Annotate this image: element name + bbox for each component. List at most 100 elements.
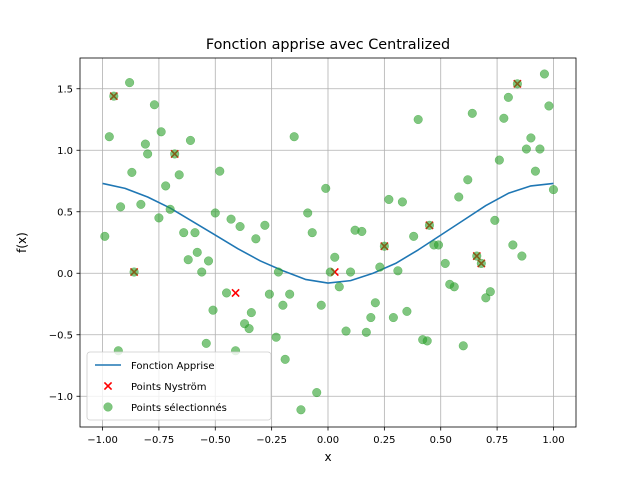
selected-point: [190, 228, 200, 238]
selected-point: [330, 252, 340, 262]
selected-point: [251, 234, 261, 244]
y-tick-label: 0.5: [57, 207, 73, 218]
selected-point: [109, 91, 119, 101]
x-tick-label: 0.00: [317, 435, 339, 446]
selected-point: [481, 293, 491, 303]
selected-point: [278, 300, 288, 310]
x-tick-label: −0.25: [256, 435, 287, 446]
selected-point: [174, 170, 184, 180]
y-axis: −1.0 −0.5 0.0 0.5 1.0 1.5: [49, 84, 80, 403]
selected-point: [472, 251, 482, 261]
y-tick-label: −1.0: [49, 392, 73, 403]
selected-point: [334, 282, 344, 292]
marker-stroke: [103, 381, 113, 391]
marker-stroke: [231, 288, 240, 298]
selected-point: [388, 312, 398, 323]
selected-point: [379, 241, 389, 251]
x-axis: −1.00 −0.75 −0.50 −0.25 0.00 0.25 0.50 0.75 1.00: [87, 427, 565, 446]
selected-point: [273, 267, 283, 277]
selected-point: [548, 185, 559, 195]
selected-point: [285, 289, 295, 299]
selected-point: [526, 133, 536, 143]
selected-point: [375, 262, 385, 272]
y-tick-label: −0.5: [49, 330, 73, 341]
legend-label: Points Nyström: [131, 382, 207, 393]
selected-point: [149, 100, 159, 110]
selected-point: [402, 306, 412, 316]
selected-point: [183, 255, 193, 265]
selected-point: [409, 231, 419, 241]
selected-point: [490, 215, 500, 225]
x-tick-label: −0.75: [144, 435, 175, 446]
chart-title: Fonction apprise avec Centralized: [206, 37, 450, 53]
selected-point: [366, 312, 376, 323]
selected-point: [125, 78, 135, 88]
selected-point: [370, 298, 380, 308]
selected-point: [485, 287, 495, 297]
selected-point: [454, 192, 464, 202]
selected-point: [179, 228, 189, 238]
selected-point: [361, 327, 371, 337]
selected-point: [271, 332, 281, 342]
selected-point: [384, 194, 394, 204]
selected-point: [467, 108, 477, 118]
selected-point: [226, 214, 236, 224]
selected-point: [530, 166, 540, 176]
selected-point: [221, 288, 232, 298]
selected-point: [289, 132, 299, 142]
selected-point: [449, 282, 459, 292]
selected-point: [165, 204, 175, 214]
legend-nystrom-swatch: [103, 381, 113, 391]
selected-point: [136, 199, 146, 209]
y-axis-label: f(x): [15, 232, 29, 253]
selected-point: [357, 226, 367, 236]
selected-point: [312, 388, 322, 398]
selected-point: [476, 258, 486, 268]
selected-point: [508, 240, 518, 250]
selected-point: [345, 267, 356, 277]
selected-point: [424, 220, 435, 230]
selected-point: [503, 92, 513, 102]
selected-point: [246, 308, 256, 318]
selected-point: [161, 181, 171, 191]
selected-point: [325, 267, 335, 277]
x-tick-label: −0.50: [200, 435, 231, 446]
selected-point: [244, 324, 254, 334]
selected-point: [208, 305, 218, 315]
selected-point: [100, 231, 110, 241]
selected-point: [201, 338, 211, 348]
selected-point: [296, 405, 306, 415]
selected-point: [494, 155, 504, 165]
selected-point: [393, 266, 403, 276]
selected-point: [280, 354, 290, 364]
legend-box: [86, 351, 272, 421]
x-tick-label: −1.00: [87, 435, 118, 446]
legend-label: Points sélectionnés: [131, 402, 227, 414]
selected-point: [104, 132, 114, 142]
selected-point: [197, 267, 207, 277]
selected-point: [422, 336, 432, 346]
selected-point: [499, 113, 509, 123]
legend-label: Fonction Apprise: [131, 361, 214, 372]
selected-point: [235, 221, 245, 232]
x-axis-label: x: [324, 450, 331, 464]
series-line-fonction-apprise: [102, 182, 554, 284]
selected-point: [512, 79, 522, 89]
selected-point: [433, 240, 444, 250]
selected-point: [544, 101, 554, 111]
selected-point: [440, 258, 450, 268]
x-tick-label: 0.50: [430, 435, 452, 446]
selected-point: [260, 220, 270, 230]
selected-point: [203, 256, 214, 266]
selected-point: [458, 341, 468, 351]
y-tick-label: 1.0: [57, 146, 73, 157]
x-tick-label: 0.25: [373, 435, 395, 446]
y-tick-label: 1.5: [57, 84, 73, 95]
selected-point: [185, 135, 196, 145]
grid: [80, 58, 576, 427]
y-tick-label: 0.0: [57, 269, 73, 280]
selected-point: [539, 69, 549, 79]
selected-point: [156, 127, 166, 137]
selected-point: [127, 167, 137, 177]
